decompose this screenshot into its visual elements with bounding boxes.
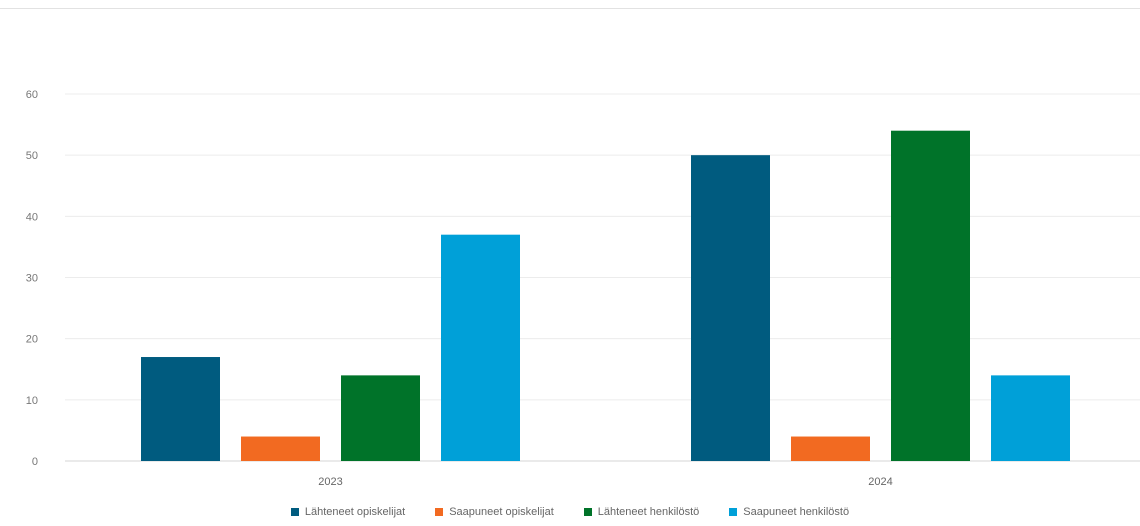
- bars: [141, 130, 1070, 461]
- legend-item[interactable]: Lähteneet henkilöstö: [583, 506, 700, 518]
- y-tick-label: 0: [32, 456, 38, 468]
- y-tick-label: 30: [26, 273, 38, 285]
- bar-2024-series-1[interactable]: [791, 436, 870, 461]
- legend-item[interactable]: Saapuneet opiskelijat: [435, 506, 554, 518]
- bar-2024-series-2[interactable]: [891, 130, 970, 461]
- y-tick-label: 60: [26, 89, 38, 101]
- x-category-label: 2023: [318, 476, 342, 488]
- gridlines: [65, 93, 1140, 462]
- bar-2023-series-3[interactable]: [441, 234, 520, 461]
- x-axis-categories: 2023 2024: [318, 476, 892, 488]
- y-tick-label: 40: [26, 211, 38, 223]
- legend-swatch: [290, 508, 299, 516]
- y-axis-ticks: 0 10 20 30 40 50 60: [26, 89, 38, 468]
- legend-item[interactable]: Lähteneet opiskelijat: [290, 506, 406, 518]
- top-divider: [0, 8, 1140, 9]
- bar-2023-series-2[interactable]: [341, 375, 420, 461]
- bar-2024-series-3[interactable]: [991, 375, 1070, 461]
- legend-label: Saapuneet henkilöstö: [743, 506, 850, 518]
- bar-2023-series-0[interactable]: [141, 357, 220, 461]
- legend-label: Lähteneet opiskelijat: [304, 506, 406, 518]
- y-tick-label: 20: [26, 334, 38, 346]
- bar-2023-series-1[interactable]: [241, 436, 320, 461]
- x-category-label: 2024: [868, 476, 892, 488]
- y-tick-label: 10: [26, 395, 38, 407]
- bar-2024-series-0[interactable]: [691, 155, 770, 461]
- legend-swatch: [435, 508, 444, 516]
- legend-label: Lähteneet henkilöstö: [597, 506, 700, 518]
- legend-swatch: [583, 508, 592, 516]
- legend-item[interactable]: Saapuneet henkilöstö: [729, 506, 849, 518]
- bar-chart: 0 10 20 30 40 50 60 2023 2024: [26, 89, 1140, 488]
- y-tick-label: 50: [26, 150, 38, 162]
- legend-swatch: [729, 508, 738, 516]
- legend-label: Saapuneet opiskelijat: [449, 506, 554, 518]
- legend: Lähteneet opiskelijat Saapuneet opiskelij…: [0, 502, 1140, 522]
